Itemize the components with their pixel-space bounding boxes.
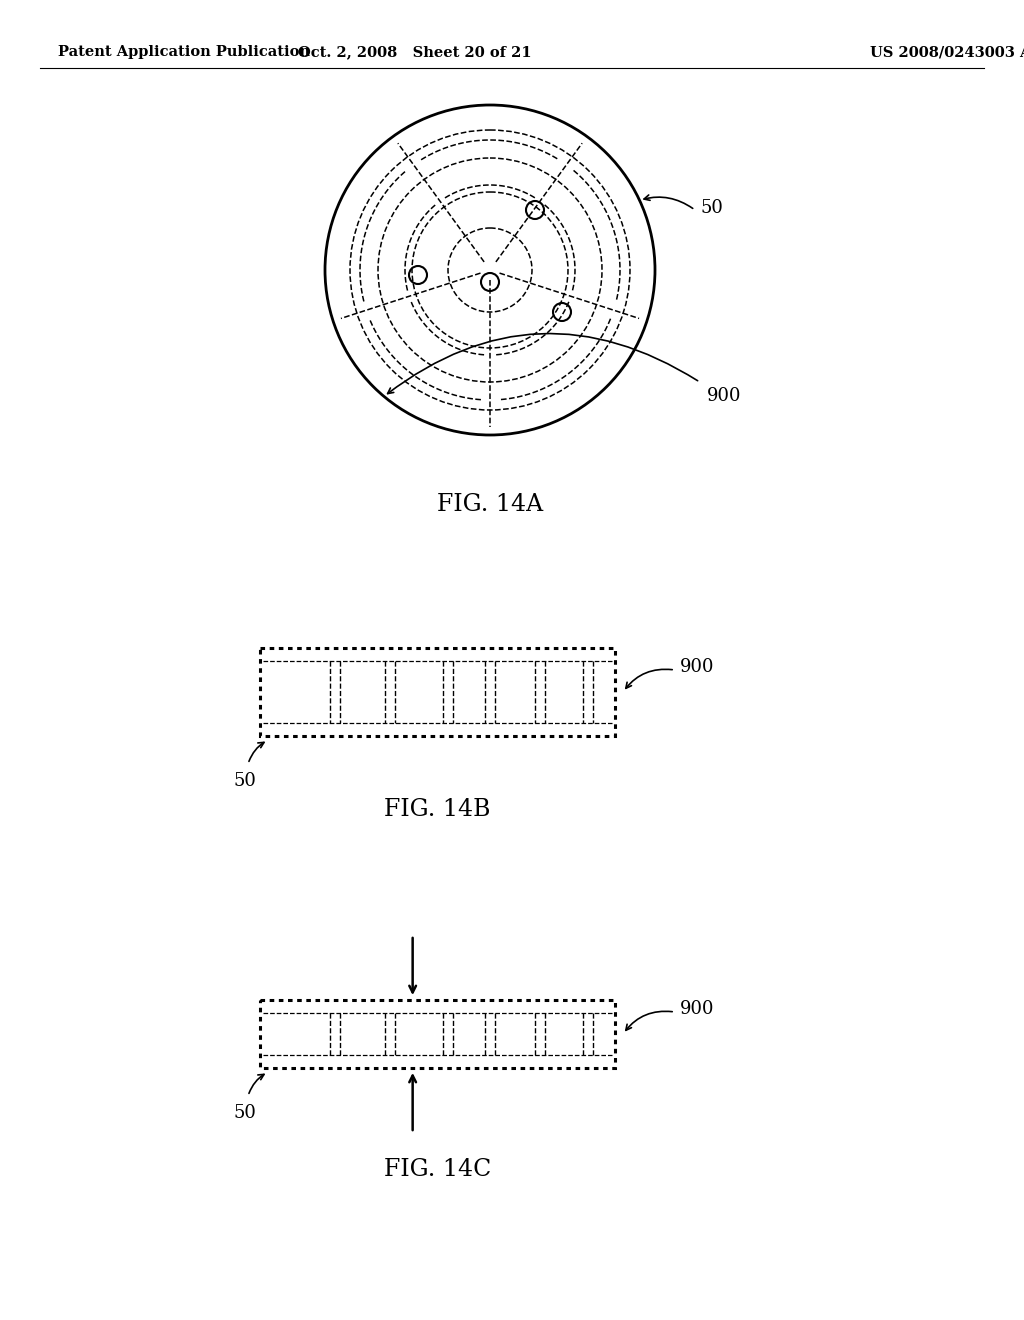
Text: Patent Application Publication: Patent Application Publication bbox=[58, 45, 310, 59]
Text: 900: 900 bbox=[680, 1001, 715, 1018]
Text: 900: 900 bbox=[707, 387, 741, 405]
Bar bbox=[260, 648, 615, 737]
Bar bbox=[260, 1001, 615, 1068]
Text: 50: 50 bbox=[701, 199, 724, 216]
Text: US 2008/0243003 A1: US 2008/0243003 A1 bbox=[870, 45, 1024, 59]
Text: FIG. 14B: FIG. 14B bbox=[384, 799, 490, 821]
Text: 50: 50 bbox=[233, 1104, 256, 1122]
Text: FIG. 14A: FIG. 14A bbox=[437, 492, 543, 516]
Text: Oct. 2, 2008   Sheet 20 of 21: Oct. 2, 2008 Sheet 20 of 21 bbox=[298, 45, 531, 59]
Text: FIG. 14C: FIG. 14C bbox=[384, 1158, 492, 1181]
Text: 50: 50 bbox=[233, 772, 256, 789]
Text: 900: 900 bbox=[680, 657, 715, 676]
